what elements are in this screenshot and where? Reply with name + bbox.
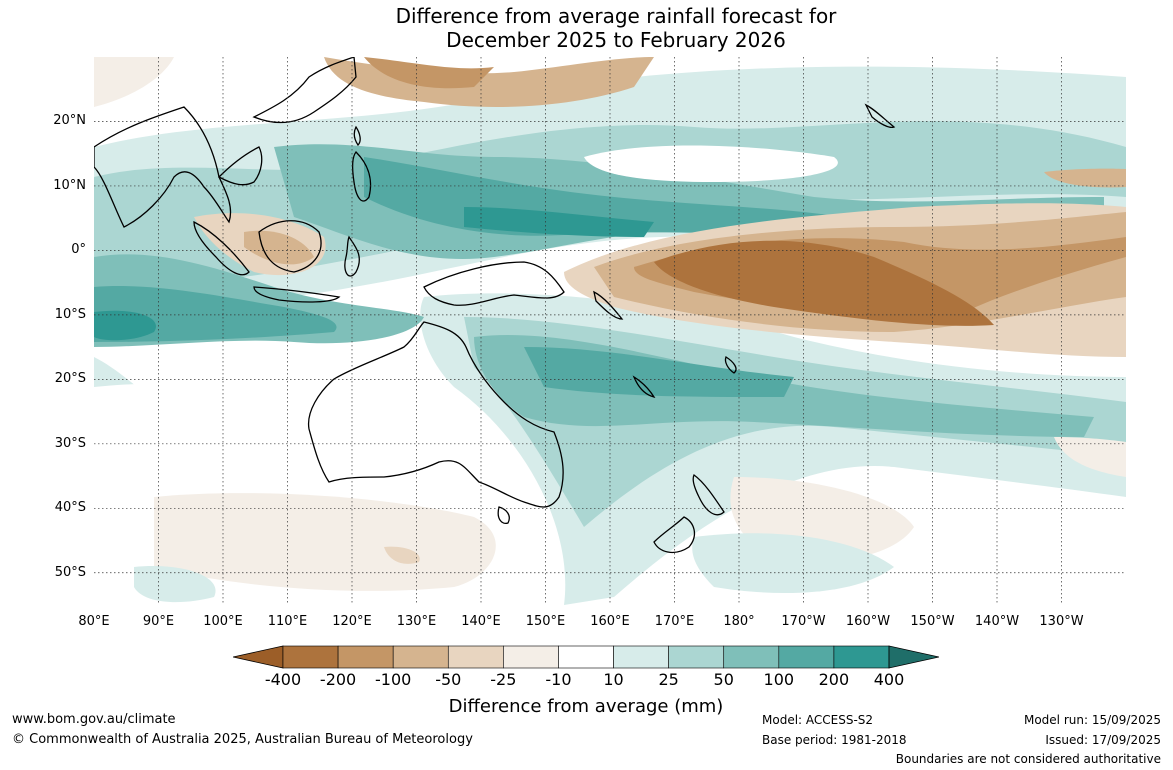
footer-base-period: Base period: 1981-2018 — [762, 733, 907, 747]
colorbar-tick-label: 100 — [763, 670, 795, 689]
longitude-label: 130°W — [1039, 614, 1084, 629]
colorbar-tick-label: -25 — [490, 670, 517, 689]
title-line-2: December 2025 to February 2026 — [446, 28, 786, 52]
longitude-label: 130°E — [396, 614, 437, 629]
colorbar — [233, 645, 939, 669]
colorbar-min-extend — [233, 645, 284, 669]
footer-disclaimer: Boundaries are not considered authoritat… — [895, 752, 1161, 766]
title-line-1: Difference from average rainfall forecas… — [395, 4, 837, 28]
footer-model: Model: ACCESS-S2 — [762, 713, 874, 727]
latitude-label: 10°S — [54, 306, 86, 322]
colorbar-segment — [778, 645, 835, 669]
colorbar-tick-label: -50 — [435, 670, 462, 689]
latitude-label: 30°S — [54, 435, 86, 451]
latitude-label: 20°S — [54, 371, 86, 387]
colorbar-tick-label: 50 — [713, 670, 734, 689]
colorbar-tick-label: 200 — [818, 670, 850, 689]
longitude-label: 80°E — [78, 614, 110, 629]
colorbar-segment — [558, 645, 614, 669]
map-title: Difference from average rainfall forecas… — [0, 4, 1173, 52]
colorbar-max-extend — [888, 645, 939, 669]
longitude-label: 180° — [723, 614, 755, 629]
longitude-label: 120°E — [332, 614, 372, 629]
colorbar-tick-label: -400 — [264, 670, 302, 689]
colorbar-tick-label: 10 — [603, 670, 624, 689]
colorbar-tick-label: 400 — [873, 670, 905, 689]
latitude-label: 50°S — [54, 564, 86, 580]
colorbar-segment — [613, 645, 669, 669]
colorbar-segment — [833, 645, 890, 669]
colorbar-tick-label: -200 — [319, 670, 357, 689]
rainfall-map — [94, 57, 1126, 605]
footer-model-run: Model run: 15/09/2025 — [1023, 713, 1161, 727]
footer-copyright: © Commonwealth of Australia 2025, Austra… — [12, 732, 473, 747]
colorbar-tick-label: 25 — [658, 670, 679, 689]
colorbar-segment — [447, 645, 504, 669]
longitude-label: 170°E — [654, 614, 695, 629]
longitude-label: 140°E — [461, 614, 501, 629]
latitude-label: 0° — [71, 242, 86, 258]
colorbar-segment — [337, 645, 394, 669]
longitude-label: 110°E — [267, 614, 308, 629]
longitude-label: 100°E — [203, 614, 243, 629]
longitude-label: 150°E — [525, 614, 566, 629]
footer-issued: Issued: 17/09/2025 — [1045, 733, 1161, 747]
latitude-label: 20°N — [53, 113, 86, 129]
colorbar-tick-label: -10 — [545, 670, 572, 689]
colorbar-title: Difference from average (mm) — [448, 696, 724, 717]
longitude-label: 170°W — [781, 614, 826, 629]
longitude-label: 150°W — [910, 614, 955, 629]
longitude-label: 140°W — [974, 614, 1020, 629]
colorbar-segment — [668, 645, 725, 669]
coastlines — [94, 57, 896, 554]
longitude-label: 160°E — [590, 614, 630, 629]
map-canvas — [94, 57, 1126, 605]
longitude-label: 90°E — [142, 614, 175, 629]
graticule — [94, 57, 1126, 605]
rainfall-anomaly-shading — [94, 57, 1126, 605]
latitude-label: 40°S — [54, 500, 86, 516]
colorbar-segment — [392, 645, 449, 669]
longitude-label: 160°W — [845, 614, 891, 629]
colorbar-segment — [723, 645, 780, 669]
footer-url: www.bom.gov.au/climate — [12, 712, 176, 727]
colorbar-tick-label: -100 — [375, 670, 412, 689]
latitude-label: 10°N — [53, 177, 86, 193]
colorbar-segment — [282, 645, 339, 669]
colorbar-segment — [503, 645, 559, 669]
